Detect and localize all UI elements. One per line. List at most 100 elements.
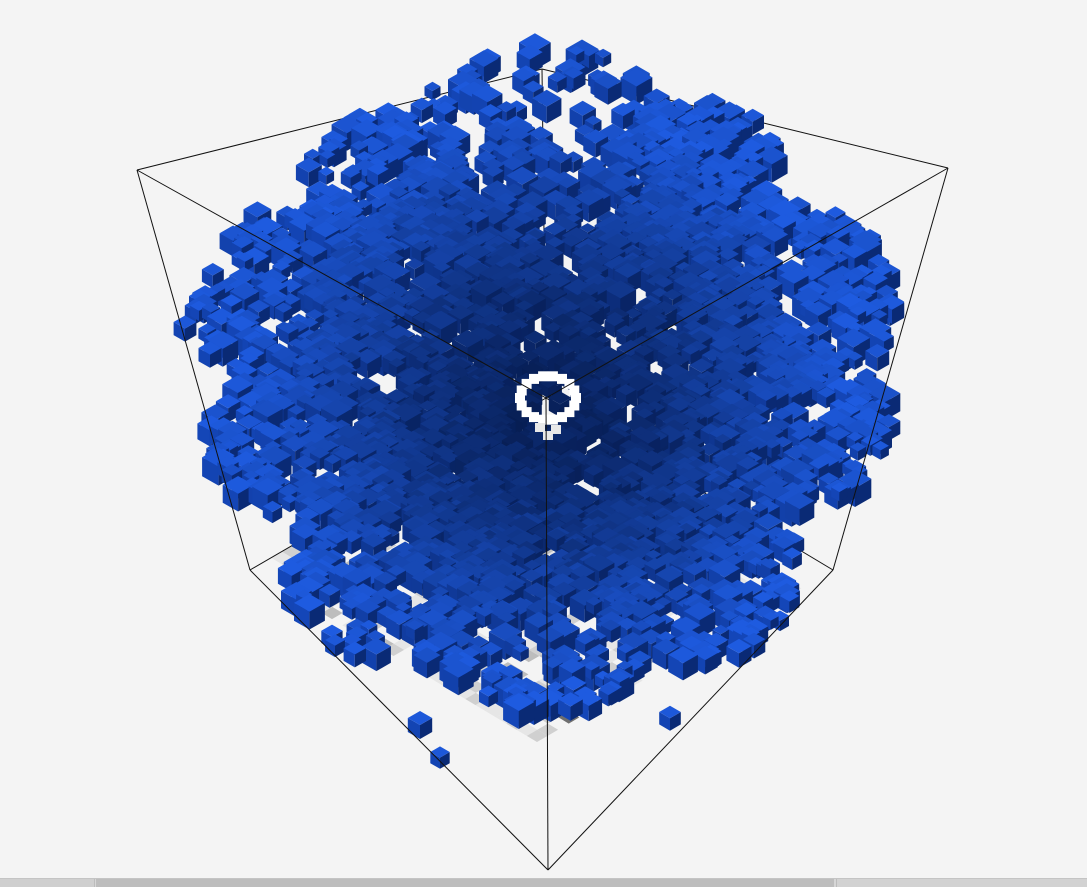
voxel-face-left xyxy=(614,193,623,207)
voxel-face-top xyxy=(620,68,653,87)
voxel-face-top xyxy=(501,126,531,143)
voxel-face-top xyxy=(654,129,675,141)
voxel-face-top xyxy=(716,138,733,148)
voxel-face-top xyxy=(522,80,544,93)
voxel-face-top xyxy=(648,154,666,165)
voxel-face-right xyxy=(363,203,372,218)
voxel-face-right xyxy=(483,58,499,84)
voxel-face-top xyxy=(355,198,372,209)
voxel-face-top xyxy=(653,103,687,123)
voxel-face-top xyxy=(734,147,755,160)
voxel-face-left xyxy=(319,154,328,168)
voxel-face-top xyxy=(569,100,596,116)
voxel-cube xyxy=(319,149,336,168)
voxel-face-top xyxy=(394,111,419,126)
voxel-face-top xyxy=(436,143,456,155)
voxel-face-right xyxy=(557,76,567,93)
voxel-face-top xyxy=(741,108,764,122)
voxel-face-right xyxy=(378,168,389,188)
voxel-face-right xyxy=(588,197,604,223)
voxel-face-top xyxy=(356,112,378,125)
voxel-face-left xyxy=(478,110,491,131)
voxel-face-top xyxy=(595,48,612,58)
voxel-face-top xyxy=(331,217,355,231)
voxel-face-top xyxy=(318,166,335,176)
voxel-face-right xyxy=(560,156,572,176)
voxel-face-top xyxy=(304,148,322,159)
voxel-face-top xyxy=(590,168,622,187)
voxel-face-top xyxy=(484,126,511,142)
floor-tile xyxy=(485,705,507,718)
voxel-cube xyxy=(583,129,608,158)
voxel-face-top xyxy=(681,183,705,197)
voxel-face-left xyxy=(295,165,309,188)
voxel-face-top xyxy=(381,178,409,194)
voxel-face-top xyxy=(614,188,631,198)
voxel-face-left xyxy=(547,76,558,93)
voxel-cube xyxy=(595,48,612,68)
voxel-cube xyxy=(594,73,622,105)
voxel-face-top xyxy=(755,146,788,165)
voxel-face-right xyxy=(334,145,347,168)
voxel-face-top xyxy=(482,158,505,171)
voxel-face-top xyxy=(535,146,561,162)
voxel-face-top xyxy=(243,201,272,218)
voxel-face-top xyxy=(433,101,457,115)
voxel-cube xyxy=(620,68,653,105)
voxel-face-top xyxy=(643,88,670,104)
voxel-face-top xyxy=(574,189,604,206)
voxel-face-top xyxy=(319,149,336,159)
voxel-face-right xyxy=(432,86,441,101)
voxel-face-top xyxy=(714,101,745,120)
voxel-face-top xyxy=(649,166,677,182)
voxel-face-top xyxy=(350,140,368,151)
voxel-face-right xyxy=(421,104,433,124)
voxel-face-top xyxy=(528,176,560,194)
voxel-face-top xyxy=(555,195,582,211)
voxel-face-top xyxy=(714,192,740,207)
voxel-face-top xyxy=(437,209,468,227)
voxel-face-left xyxy=(410,104,422,124)
voxel-face-top xyxy=(631,155,650,167)
voxel-face-top xyxy=(439,125,471,144)
voxel-face-left xyxy=(430,145,439,160)
voxel-face-top xyxy=(506,211,534,227)
voxel-face-right xyxy=(326,171,335,185)
voxel-face-top xyxy=(512,68,535,82)
voxel-face-top xyxy=(367,197,386,209)
voxel-face-top xyxy=(391,134,420,151)
voxel-face-left xyxy=(532,98,547,124)
voxel-cube xyxy=(318,166,335,185)
voxel-face-top xyxy=(547,71,567,83)
voxel-face-top xyxy=(527,126,553,141)
voxel-face-top xyxy=(464,209,489,223)
voxel-cube xyxy=(532,89,562,124)
voxel-face-top xyxy=(526,207,546,219)
voxel-cube xyxy=(410,97,433,124)
voxel-face-left xyxy=(574,129,585,147)
voxel-face-top xyxy=(678,174,704,190)
voxel-face-top xyxy=(318,141,340,154)
voxel-face-right xyxy=(752,115,764,135)
voxel-face-right xyxy=(603,53,612,68)
voxel-face-top xyxy=(564,67,583,79)
voxel-face-top xyxy=(700,152,733,172)
voxel-face-top xyxy=(351,180,370,192)
voxel-face-top xyxy=(482,199,515,218)
voxel-face-top xyxy=(516,44,543,60)
voxel-face-top xyxy=(506,100,527,113)
voxel-face-top xyxy=(311,208,334,222)
floor-tile xyxy=(455,686,476,699)
voxel-face-top xyxy=(389,186,409,198)
voxel-face-top xyxy=(737,160,769,178)
voxel-face-top xyxy=(574,124,595,136)
voxel-face-left xyxy=(367,168,378,188)
voxel-fractal xyxy=(173,33,905,769)
voxel-face-right xyxy=(573,156,583,173)
voxel-face-top xyxy=(578,161,611,180)
voxel-face-top xyxy=(480,180,514,200)
voxel-face-top xyxy=(295,157,322,173)
